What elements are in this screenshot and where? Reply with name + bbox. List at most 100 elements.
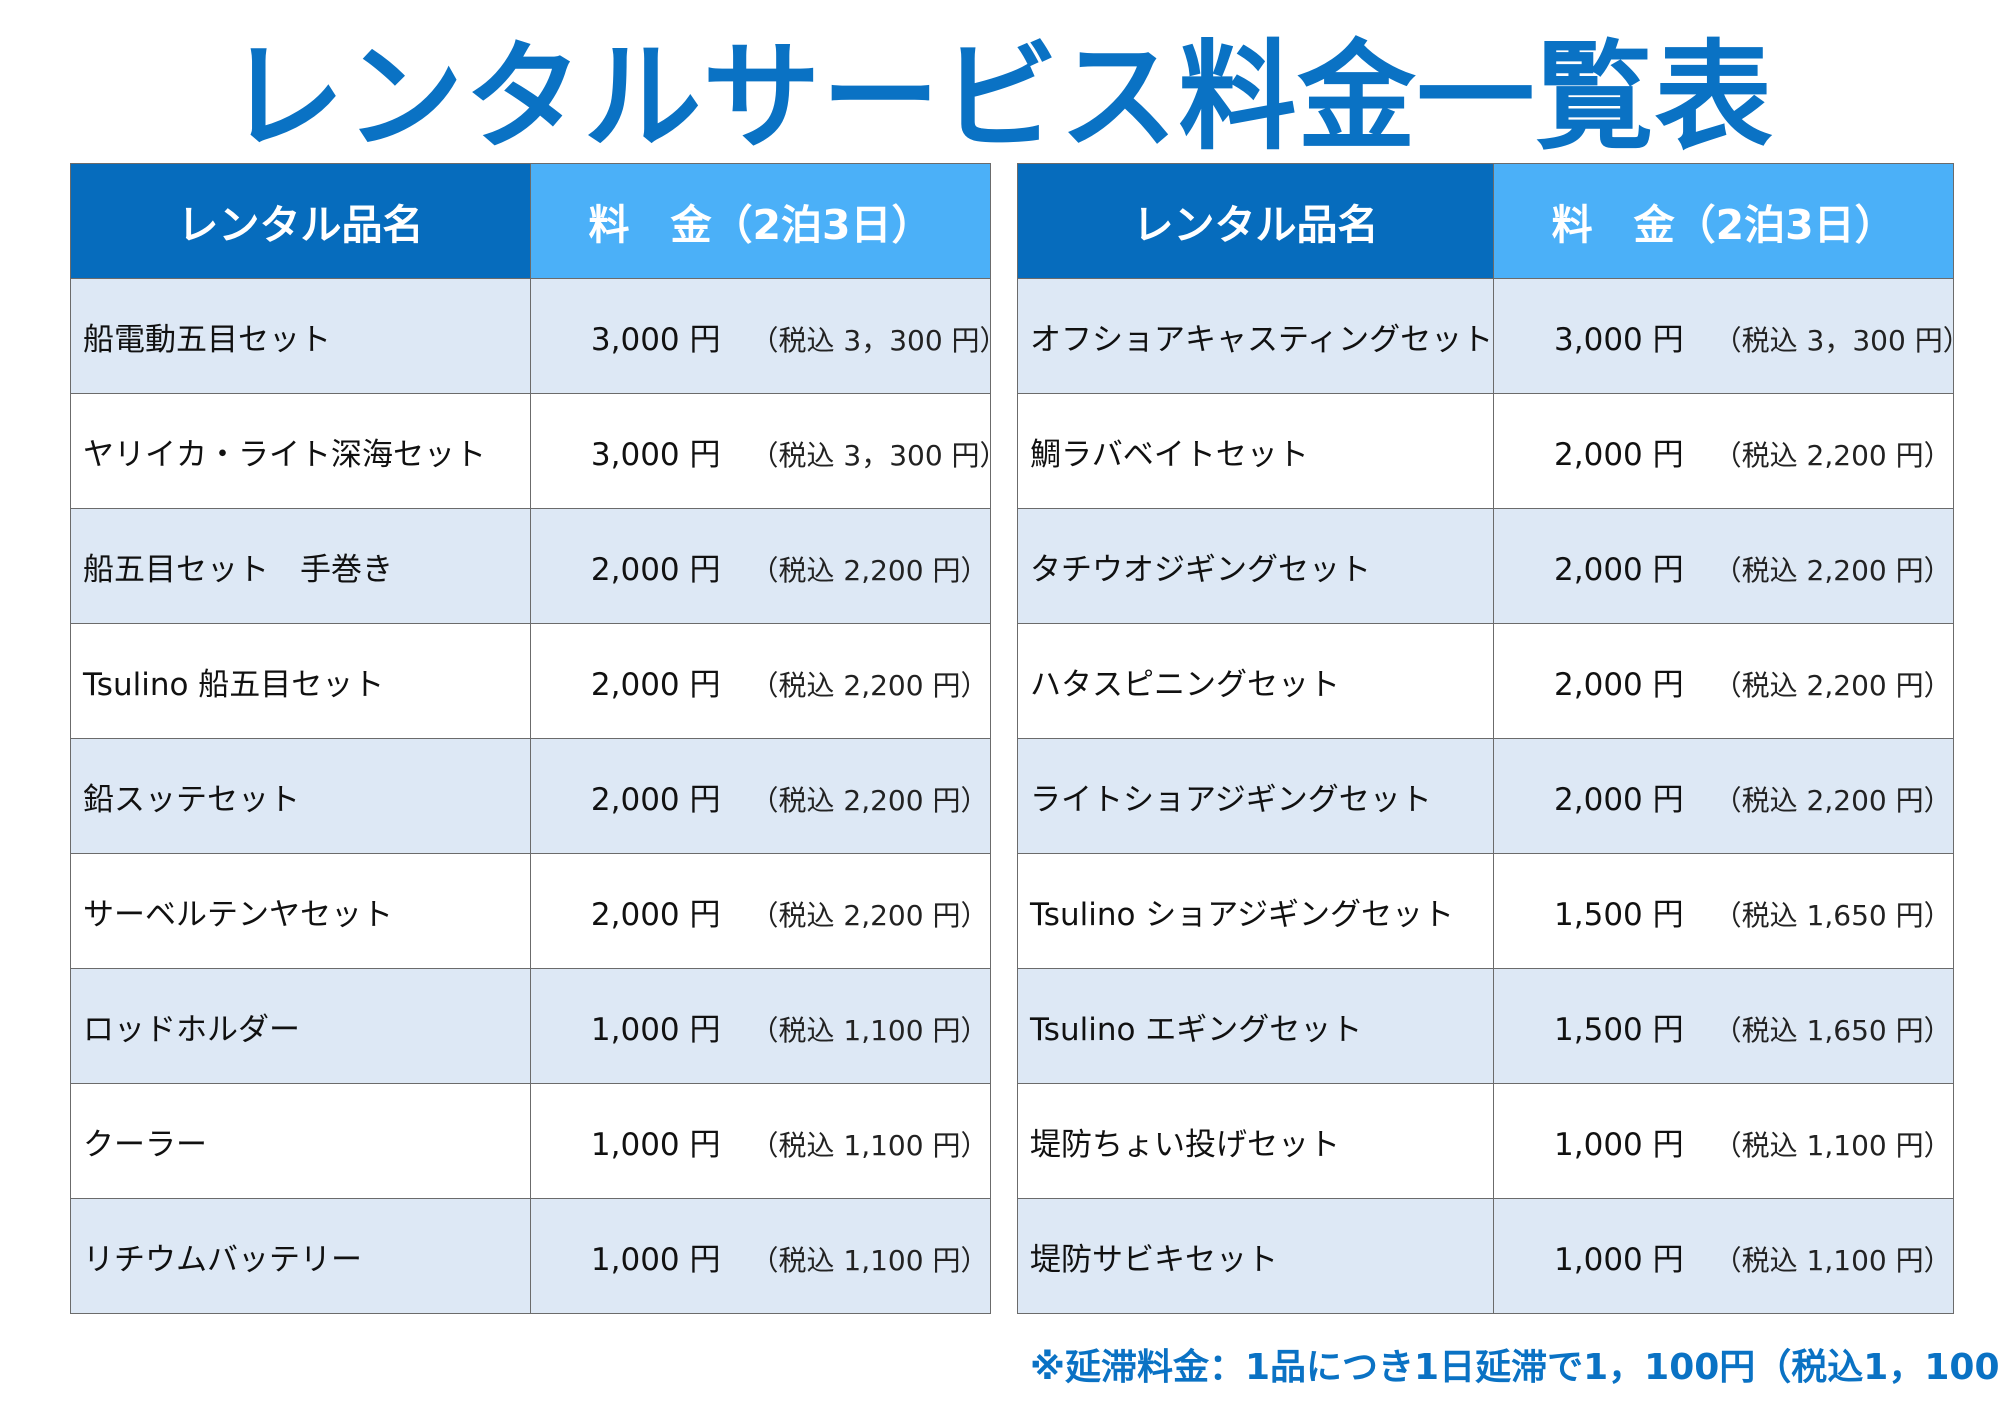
price-cell: 2,000 円 （税込 2,200 円） — [530, 508, 991, 624]
price-tax-included: （税込 2,200 円） — [1713, 783, 1952, 817]
price-tax-included: （税込 1,100 円） — [1713, 1243, 1952, 1277]
table-row: 船五目セット 手巻き 2,000 円 （税込 2,200 円） — [70, 508, 991, 624]
price-value: 2,000 円 — [1554, 666, 1684, 703]
table-row: Tsulino 船五目セット 2,000 円 （税込 2,200 円） — [70, 623, 991, 739]
price-cell: 2,000 円 （税込 2,200 円） — [530, 623, 991, 739]
price-value: 1,500 円 — [1554, 1011, 1684, 1048]
price-tax-included: （税込 3，300 円） — [1713, 323, 1971, 357]
item-name-cell: サーベルテンヤセット — [70, 853, 531, 969]
price-cell: 2,000 円 （税込 2,200 円） — [1493, 738, 1955, 854]
table-row: ハタスピニングセット 2,000 円 （税込 2,200 円） — [1016, 623, 1955, 739]
price-cell: 2,000 円 （税込 2,200 円） — [1493, 623, 1955, 739]
table-row: Tsulino ショアジギングセット 1,500 円 （税込 1,650 円） — [1016, 853, 1955, 969]
page-title: レンタルサービス料金一覧表 — [226, 28, 1774, 166]
price-cell: 2,000 円 （税込 2,200 円） — [1493, 393, 1955, 509]
table-header-row: レンタル品名 料 金（2泊3日） — [1016, 163, 1955, 279]
price-tax-included: （税込 3，300 円） — [750, 323, 1008, 357]
table-row: クーラー 1,000 円 （税込 1,100 円） — [70, 1083, 991, 1199]
price-cell: 1,500 円 （税込 1,650 円） — [1493, 968, 1955, 1084]
header-price: 料 金（2泊3日） — [530, 163, 991, 279]
price-tax-included: （税込 2,200 円） — [750, 783, 989, 817]
item-name-cell: 堤防サビキセット — [1016, 1198, 1495, 1314]
item-name-cell: Tsulino ショアジギングセット — [1016, 853, 1495, 969]
price-tax-included: （税込 1,100 円） — [1713, 1128, 1952, 1162]
price-cell: 2,000 円 （税込 2,200 円） — [530, 738, 991, 854]
price-value: 2,000 円 — [1554, 551, 1684, 588]
header-item-name: レンタル品名 — [1016, 163, 1495, 279]
price-cell: 1,000 円 （税込 1,100 円） — [1493, 1198, 1955, 1314]
price-tax-included: （税込 2,200 円） — [1713, 438, 1952, 472]
table-row: ヤリイカ・ライト深海セット 3,000 円 （税込 3，300 円） — [70, 393, 1008, 509]
item-name-cell: リチウムバッテリー — [70, 1198, 531, 1314]
table-body: 船電動五目セット 3,000 円（税込 3，300 円） ヤリイカ・ライト深海セット… — [70, 278, 1008, 1314]
item-name-cell: ライトショアジギングセット — [1016, 738, 1495, 854]
price-tax-included: （税込 2,200 円） — [1713, 553, 1952, 587]
price-value: 1,000 円 — [590, 1241, 721, 1278]
table-row: 鯛ラバベイトセット 2,000 円 （税込 2,200 円） — [1016, 393, 1955, 509]
table-row: 鉛スッテセット 2,000 円 （税込 2,200 円） — [70, 738, 991, 854]
price-cell: 2,000 円 （税込 2,200 円） — [1493, 508, 1955, 624]
price-value: 2,000 円 — [1554, 436, 1684, 473]
price-tax-included: （税込 1,100 円） — [750, 1243, 989, 1277]
table-row: リチウムバッテリー 1,000 円 （税込 1,100 円） — [70, 1198, 991, 1314]
item-name-cell: Tsulino エギングセット — [1016, 968, 1495, 1084]
price-value: 2,000 円 — [1554, 781, 1684, 818]
price-value: 2,000 円 — [590, 551, 721, 588]
price-cell: 1,500 円 （税込 1,650 円） — [1493, 853, 1955, 969]
item-name-cell: Tsulino 船五目セット — [70, 623, 531, 739]
table-row: ロッドホルダー 1,000 円 （税込 1,100 円） — [70, 968, 991, 1084]
price-tax-included: （税込 1,650 円） — [1713, 1013, 1952, 1047]
price-tax-included: （税込 2,200 円） — [750, 898, 989, 932]
header-item-name: レンタル品名 — [70, 163, 531, 279]
price-cell: 3,000 円 （税込 3，300 円） — [1493, 278, 1971, 394]
price-tax-included: （税込 2,200 円） — [1713, 668, 1952, 702]
item-name-cell: タチウオジギングセット — [1016, 508, 1495, 624]
item-name-cell: 船五目セット 手巻き — [70, 508, 531, 624]
item-name-cell: クーラー — [70, 1083, 531, 1199]
price-value: 1,000 円 — [590, 1011, 721, 1048]
item-name-cell: オフショアキャスティングセット — [1016, 278, 1495, 394]
price-tax-included: （税込 2,200 円） — [750, 553, 989, 587]
price-value: 3,000 円 — [590, 321, 721, 358]
price-value: 2,000 円 — [590, 781, 721, 818]
header-price: 料 金（2泊3日） — [1493, 163, 1955, 279]
price-cell: 2,000 円 （税込 2,200 円） — [530, 853, 991, 969]
price-cell: 3,000 円 （税込 3，300 円） — [530, 393, 1008, 509]
table-row: 堤防サビキセット 1,000 円 （税込 1,100 円） — [1016, 1198, 1955, 1314]
price-value: 2,000 円 — [590, 896, 721, 933]
table-row: 船電動五目セット 3,000 円 （税込 3，300 円） — [70, 278, 1008, 394]
price-cell: 1,000 円 （税込 1,100 円） — [530, 1083, 991, 1199]
late-fee-note: ※延滞料金：1品につき1日延滞で1，100円（税込1，100円） — [1030, 1347, 2000, 1388]
item-name-cell: ヤリイカ・ライト深海セット — [70, 393, 531, 509]
item-name-cell: 船電動五目セット — [70, 278, 531, 394]
table-row: ライトショアジギングセット 2,000 円 （税込 2,200 円） — [1016, 738, 1955, 854]
rental-table-right: レンタル品名 料 金（2泊3日） オフショアキャスティングセット 3,000 円 （… — [1016, 163, 1971, 1314]
item-name-cell: ロッドホルダー — [70, 968, 531, 1084]
table-body: オフショアキャスティングセット 3,000 円 （税込 3，300 円） 鯛ラバベイト… — [1016, 278, 1971, 1314]
item-name-cell: ハタスピニングセット — [1016, 623, 1495, 739]
price-cell: 1,000 円 （税込 1,100 円） — [530, 1198, 991, 1314]
item-name-cell: 鯛ラバベイトセット — [1016, 393, 1495, 509]
price-value: 1,000 円 — [1554, 1241, 1684, 1278]
table-row: オフショアキャスティングセット 3,000 円 （税込 3，300 円） — [1016, 278, 1971, 394]
price-value: 1,000 円 — [1554, 1126, 1684, 1163]
price-cell: 1,000 円 （税込 1,100 円） — [530, 968, 991, 1084]
item-name-cell: 鉛スッテセット — [70, 738, 531, 854]
price-value: 3,000 円 — [590, 436, 721, 473]
price-cell: 3,000 円 （税込 3，300 円） — [530, 278, 1008, 394]
price-tax-included: （税込 2,200 円） — [750, 668, 989, 702]
price-tax-included: （税込 1,100 円） — [750, 1013, 989, 1047]
table-header-row: レンタル品名 料 金（2泊3日） — [70, 163, 991, 279]
table-row: サーベルテンヤセット 2,000 円 （税込 2,200 円） — [70, 853, 991, 969]
table-row: Tsulino エギングセット 1,500 円 （税込 1,650 円） — [1016, 968, 1955, 1084]
rental-table-left: レンタル品名 料 金（2泊3日） 船電動五目セット 3,000 円 （税込 3，30… — [70, 163, 1008, 1314]
price-tax-included: （税込 1,650 円） — [1713, 898, 1952, 932]
price-value: 1,000 円 — [590, 1126, 721, 1163]
table-row: 堤防ちょい投げセット 1,000 円 （税込 1,100 円） — [1016, 1083, 1955, 1199]
price-tax-included: （税込 3，300 円） — [750, 438, 1008, 472]
price-cell: 1,000 円 （税込 1,100 円） — [1493, 1083, 1955, 1199]
price-value: 2,000 円 — [590, 666, 721, 703]
price-value: 1,500 円 — [1554, 896, 1684, 933]
item-name-cell: 堤防ちょい投げセット — [1016, 1083, 1495, 1199]
price-tax-included: （税込 1,100 円） — [750, 1128, 989, 1162]
